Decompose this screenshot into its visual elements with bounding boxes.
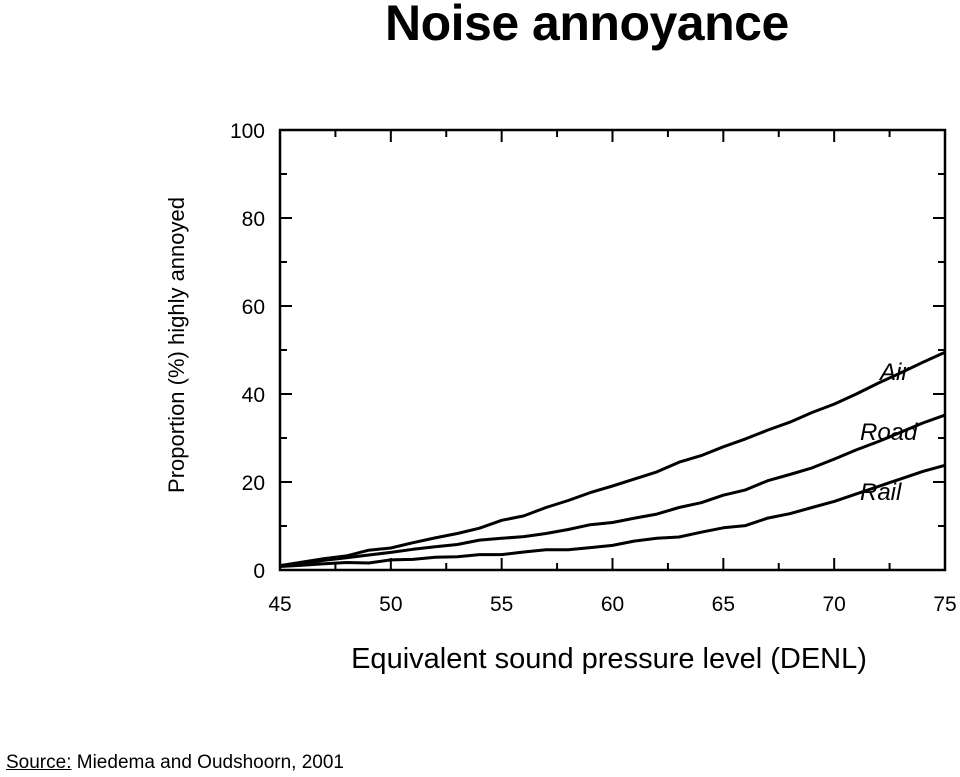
y-tick-label: 60 xyxy=(242,296,265,319)
y-axis-label: Proportion (%) highly annoyed xyxy=(164,197,189,493)
y-tick-label: 80 xyxy=(242,208,265,231)
source-note: Source: Miedema and Oudshoorn, 2001 xyxy=(6,752,344,774)
series-lines xyxy=(279,350,946,568)
y-tick-label: 0 xyxy=(253,560,265,583)
source-text: Miedema and Oudshoorn, 2001 xyxy=(71,752,344,773)
series-line-road xyxy=(279,413,946,568)
series-label-air: Air xyxy=(878,359,910,386)
series-line-rail xyxy=(279,463,946,568)
y-tick-label: 20 xyxy=(242,472,265,495)
x-tick-label: 55 xyxy=(490,593,513,616)
x-tick-labels: 45 50 55 60 65 70 75 xyxy=(268,593,956,616)
x-tick-label: 65 xyxy=(712,593,735,616)
series-label-rail: Rail xyxy=(860,479,902,506)
series-labels: Air Road Rail xyxy=(860,359,918,506)
x-tick-label: 75 xyxy=(933,593,956,616)
series-label-road: Road xyxy=(860,419,918,446)
x-tick-label: 70 xyxy=(822,593,845,616)
x-tick-label: 50 xyxy=(379,593,402,616)
x-tick-label: 60 xyxy=(601,593,624,616)
source-label: Source: xyxy=(6,752,72,773)
y-tick-label: 100 xyxy=(230,120,265,143)
y-tick-labels: 0 20 40 60 80 100 xyxy=(230,120,265,583)
chart-title: Noise annoyance xyxy=(385,0,789,51)
series-line-air xyxy=(279,350,946,568)
y-tick-label: 40 xyxy=(242,384,265,407)
plot-frame xyxy=(278,128,947,572)
axis-ticks xyxy=(279,129,946,571)
x-tick-label: 45 xyxy=(268,593,291,616)
x-axis-label: Equivalent sound pressure level (DENL) xyxy=(351,643,867,675)
